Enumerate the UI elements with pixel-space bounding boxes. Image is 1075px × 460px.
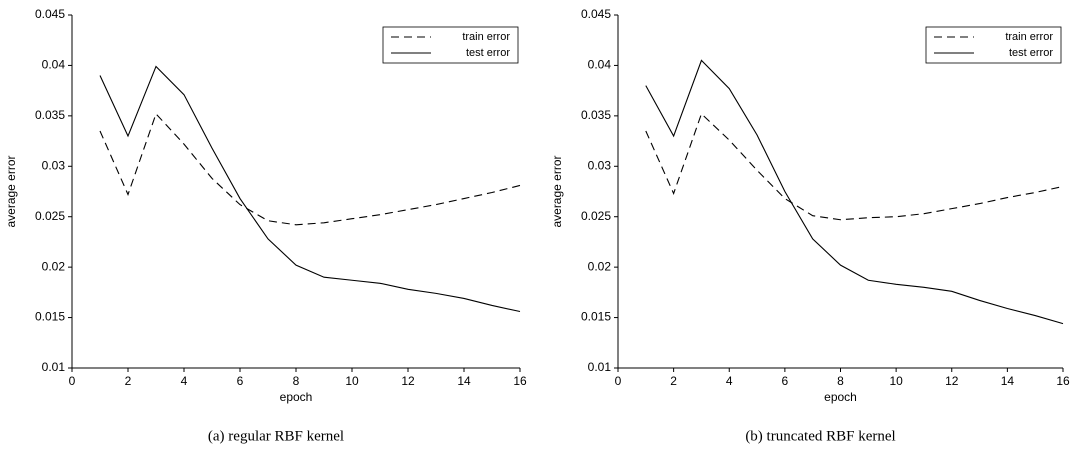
y-tick-label: 0.025 [35, 209, 65, 223]
chart: 0.01 0.015 0.02 0.025 0.03 0.035 0.04 0.045 0 2 4 6… [550, 7, 1070, 444]
caption: (b) truncated RBF kernel [745, 428, 895, 444]
legend-box [925, 26, 1062, 64]
y-axis-label: average error [4, 155, 18, 227]
y-tick-label: 0.02 [42, 259, 66, 273]
x-tick-label: 12 [945, 374, 959, 388]
x-tick-label: 8 [837, 374, 844, 388]
x-tick-label: 6 [237, 374, 244, 388]
x-tick-label: 4 [181, 374, 188, 388]
y-tick-label: 0.02 [588, 259, 612, 273]
y-tick-label: 0.035 [35, 108, 65, 122]
y-tick-label: 0.03 [588, 158, 612, 172]
line [645, 59, 1064, 325]
legend-label: test error [466, 47, 510, 59]
caption: (a) regular RBF kernel [208, 428, 344, 444]
line [99, 65, 521, 313]
y-tick-label: 0.01 [588, 360, 612, 374]
chart: 0.01 0.015 0.02 0.025 0.03 0.035 0.04 0.045 0 2 4 6… [4, 7, 527, 444]
y-tick-label: 0.04 [588, 58, 612, 72]
x-tick-label: 10 [345, 374, 359, 388]
x-tick-label: 4 [726, 374, 733, 388]
y-tick-label: 0.025 [581, 209, 611, 223]
y-axis-label: average error [550, 155, 564, 227]
x-tick-label: 16 [1056, 374, 1070, 388]
x-axis-label: epoch [280, 390, 313, 404]
y-tick-label: 0.015 [35, 310, 65, 324]
x-tick-label: 10 [889, 374, 903, 388]
line [645, 112, 1064, 221]
x-tick-label: 14 [457, 374, 471, 388]
x-tick-label: 14 [1001, 374, 1015, 388]
y-tick-label: 0.035 [581, 108, 611, 122]
y-tick-label: 0.045 [35, 7, 65, 21]
legend-label: train error [1005, 31, 1053, 43]
line [99, 112, 521, 226]
legend-label: test error [1009, 47, 1053, 59]
x-tick-label: 2 [670, 374, 677, 388]
x-axis-label: epoch [824, 390, 857, 404]
y-tick-label: 0.045 [581, 7, 611, 21]
x-tick-label: 12 [401, 374, 415, 388]
x-tick-label: 6 [782, 374, 789, 388]
y-tick-label: 0.015 [581, 310, 611, 324]
x-tick-label: 2 [125, 374, 132, 388]
y-tick-label: 0.03 [42, 158, 66, 172]
x-tick-label: 16 [513, 374, 527, 388]
x-tick-label: 8 [293, 374, 300, 388]
x-tick-label: 0 [615, 374, 622, 388]
y-tick-label: 0.04 [42, 58, 66, 72]
x-tick-label: 0 [69, 374, 76, 388]
y-tick-label: 0.01 [42, 360, 66, 374]
legend-box [382, 26, 519, 64]
legend-label: train error [462, 31, 510, 43]
